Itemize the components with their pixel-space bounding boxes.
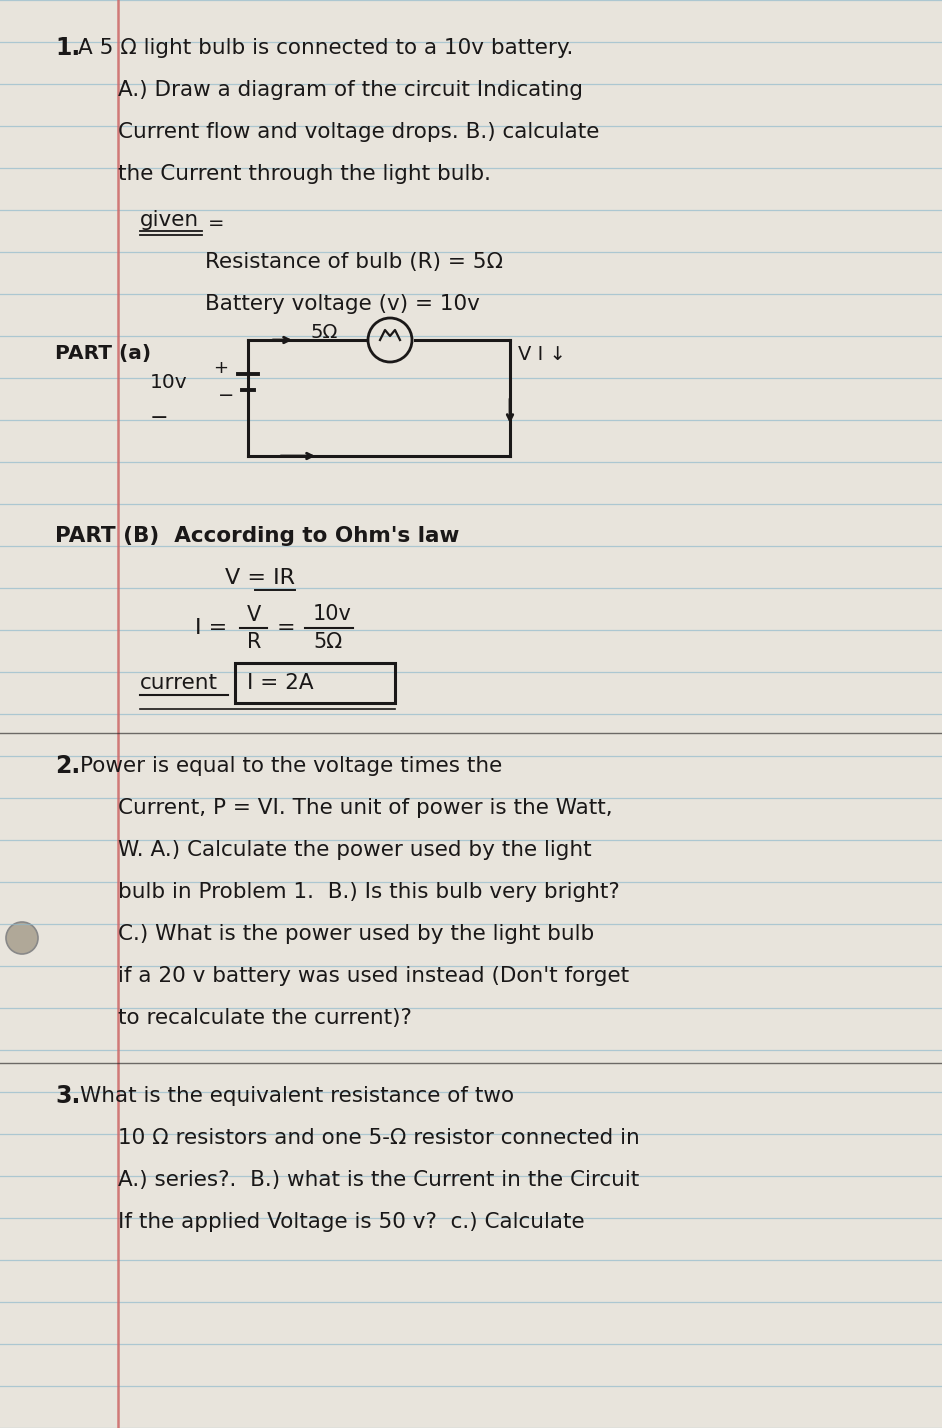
Text: Current, P = VI. The unit of power is the Watt,: Current, P = VI. The unit of power is th… <box>118 798 612 818</box>
Text: 10v: 10v <box>150 374 187 393</box>
Text: 1.: 1. <box>55 36 80 60</box>
Text: I = 2A: I = 2A <box>247 673 314 693</box>
Text: V: V <box>247 605 261 625</box>
Text: 10 Ω resistors and one 5-Ω resistor connected in: 10 Ω resistors and one 5-Ω resistor conn… <box>118 1128 640 1148</box>
Text: Resistance of bulb (R) = 5Ω: Resistance of bulb (R) = 5Ω <box>205 251 503 271</box>
Text: −: − <box>218 387 235 406</box>
Text: 10v: 10v <box>313 604 352 624</box>
Text: if a 20 v battery was used instead (Don't forget: if a 20 v battery was used instead (Don'… <box>118 965 629 985</box>
Text: C.) What is the power used by the light bulb: C.) What is the power used by the light … <box>118 924 594 944</box>
Text: +: + <box>213 358 228 377</box>
Text: W. A.) Calculate the power used by the light: W. A.) Calculate the power used by the l… <box>118 840 592 860</box>
Text: Battery voltage (v) = 10v: Battery voltage (v) = 10v <box>205 294 479 314</box>
Text: A.) Draw a diagram of the circuit Indicating: A.) Draw a diagram of the circuit Indica… <box>118 80 583 100</box>
Text: V I ↓: V I ↓ <box>518 346 566 364</box>
Text: R: R <box>247 633 261 653</box>
Text: =: = <box>208 214 224 233</box>
Text: I =: I = <box>195 618 227 638</box>
Text: the Current through the light bulb.: the Current through the light bulb. <box>118 164 491 184</box>
Text: 2.: 2. <box>55 754 80 778</box>
Text: 3.: 3. <box>55 1084 80 1108</box>
Text: to recalculate the current)?: to recalculate the current)? <box>118 1008 412 1028</box>
Circle shape <box>6 922 38 954</box>
Text: current: current <box>140 673 218 693</box>
Text: A.) series?.  B.) what is the Current in the Circuit: A.) series?. B.) what is the Current in … <box>118 1170 640 1190</box>
Text: PART (a): PART (a) <box>55 344 151 363</box>
Text: =: = <box>277 618 296 638</box>
Text: bulb in Problem 1.  B.) Is this bulb very bright?: bulb in Problem 1. B.) Is this bulb very… <box>118 883 620 902</box>
Text: 5Ω: 5Ω <box>313 633 342 653</box>
Text: Current flow and voltage drops. B.) calculate: Current flow and voltage drops. B.) calc… <box>118 121 599 141</box>
Text: −: − <box>150 408 169 428</box>
Text: V = IR: V = IR <box>225 568 295 588</box>
Text: PART (B)  According to Ohm's law: PART (B) According to Ohm's law <box>55 526 460 545</box>
Text: If the applied Voltage is 50 v?  c.) Calculate: If the applied Voltage is 50 v? c.) Calc… <box>118 1212 585 1232</box>
Text: What is the equivalent resistance of two: What is the equivalent resistance of two <box>80 1087 514 1107</box>
Bar <box>235 663 395 703</box>
Text: given: given <box>140 210 199 230</box>
Text: 5Ω: 5Ω <box>310 323 337 341</box>
Text: Power is equal to the voltage times the: Power is equal to the voltage times the <box>80 755 502 775</box>
Text: A 5 Ω light bulb is connected to a 10v battery.: A 5 Ω light bulb is connected to a 10v b… <box>78 39 574 59</box>
